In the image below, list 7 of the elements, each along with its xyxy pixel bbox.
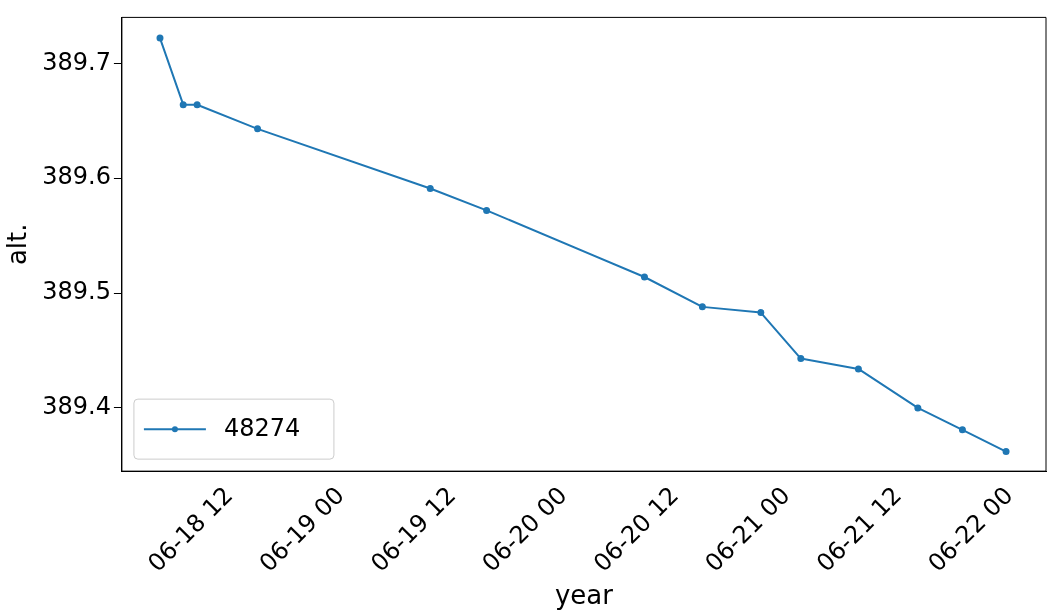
legend-label: 48274 (223, 414, 301, 443)
y-tick-label: 389.6 (42, 162, 111, 191)
y-tick-label: 389.5 (42, 277, 111, 306)
y-tick-label: 389.7 (42, 47, 111, 76)
y-axis-title: alt. (2, 223, 33, 266)
x-axis-title: year (554, 580, 614, 611)
y-tick-label: 389.4 (42, 392, 111, 421)
